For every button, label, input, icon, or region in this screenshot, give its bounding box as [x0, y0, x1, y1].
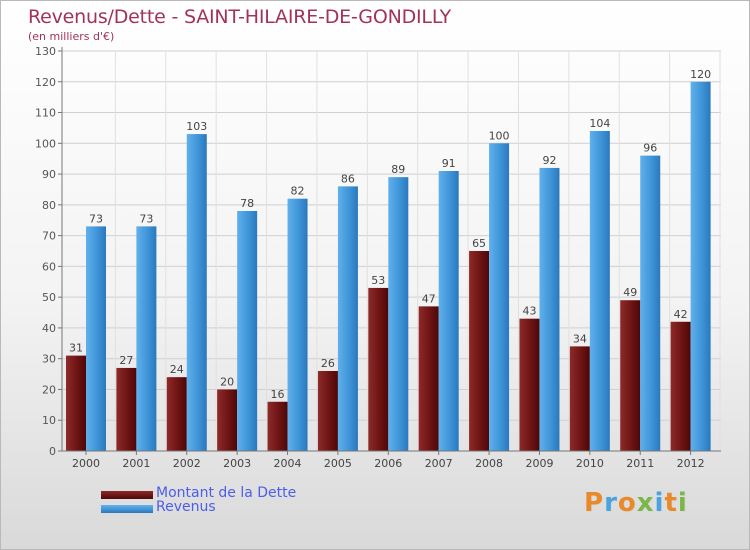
y-tick-label: 50 — [42, 291, 56, 304]
y-tick-label: 0 — [49, 445, 56, 458]
data-label-revenue: 96 — [643, 142, 657, 155]
bar-debt — [368, 287, 389, 451]
logo-letter: o — [617, 488, 637, 518]
data-label-debt: 27 — [119, 354, 133, 367]
data-label-revenue: 89 — [391, 163, 405, 176]
data-label-revenue: 78 — [240, 197, 254, 210]
y-tick-label: 100 — [35, 137, 56, 150]
data-label-debt: 43 — [522, 305, 536, 318]
data-label-revenue: 73 — [139, 212, 153, 225]
y-tick-label: 30 — [42, 353, 56, 366]
x-tick-label: 2008 — [475, 457, 503, 470]
bar-revenue — [388, 177, 409, 451]
x-tick-label: 2002 — [173, 457, 201, 470]
data-label-revenue: 120 — [690, 68, 711, 81]
x-tick-label: 2012 — [677, 457, 705, 470]
bar-debt — [569, 346, 590, 451]
bar-debt — [418, 306, 439, 451]
legend-swatch-debt — [101, 491, 153, 499]
legend-swatch-revenue — [101, 505, 153, 513]
bar-debt — [317, 371, 338, 451]
data-label-revenue: 82 — [291, 185, 305, 198]
y-tick-label: 130 — [35, 45, 56, 58]
x-tick-label: 2011 — [626, 457, 654, 470]
data-label-revenue: 91 — [442, 157, 456, 170]
bar-revenue — [589, 131, 610, 451]
bar-revenue — [136, 226, 157, 451]
logo-letter: P — [584, 488, 605, 518]
bar-revenue — [186, 134, 207, 452]
bar-revenue — [489, 143, 510, 452]
logo-letter: i — [654, 488, 665, 518]
data-label-revenue: 100 — [489, 129, 510, 142]
x-tick-label: 2010 — [576, 457, 604, 470]
y-tick-label: 40 — [42, 322, 56, 335]
y-tick-label: 110 — [35, 107, 56, 120]
data-label-revenue: 73 — [89, 212, 103, 225]
x-tick-label: 2005 — [324, 457, 352, 470]
legend-label-debt: Montant de la Dette — [156, 485, 297, 501]
logo-letter: i — [677, 488, 688, 518]
data-label-debt: 65 — [472, 237, 486, 250]
bar-debt — [469, 251, 490, 451]
x-tick-label: 2006 — [374, 457, 402, 470]
proxiti-logo: Proxiti — [584, 488, 688, 518]
y-tick-label: 20 — [42, 383, 56, 396]
bar-revenue — [690, 81, 711, 452]
x-tick-label: 2001 — [122, 457, 150, 470]
bar-debt — [519, 318, 540, 451]
data-label-debt: 42 — [674, 308, 688, 321]
y-tick-label: 70 — [42, 230, 56, 243]
bar-revenue — [337, 186, 358, 451]
legend-label-revenue: Revenus — [156, 499, 216, 515]
data-label-revenue: 92 — [542, 154, 556, 167]
data-label-debt: 24 — [170, 363, 184, 376]
data-label-debt: 16 — [271, 388, 285, 401]
x-tick-label: 2000 — [72, 457, 100, 470]
x-tick-label: 2007 — [425, 457, 453, 470]
y-tick-label: 120 — [35, 76, 56, 89]
bar-debt — [66, 355, 86, 451]
data-label-debt: 26 — [321, 357, 335, 370]
data-label-debt: 20 — [220, 375, 234, 388]
bar-revenue — [86, 226, 106, 451]
data-label-debt: 31 — [69, 342, 83, 355]
bar-debt — [116, 367, 137, 451]
y-tick-label: 80 — [42, 199, 56, 212]
data-label-debt: 49 — [623, 286, 637, 299]
y-tick-label: 10 — [42, 414, 56, 427]
data-label-revenue: 104 — [589, 117, 610, 130]
bar-debt — [267, 401, 288, 451]
bar-debt — [217, 389, 238, 451]
bar-revenue — [438, 171, 459, 451]
data-label-debt: 47 — [422, 292, 436, 305]
x-tick-label: 2003 — [223, 457, 251, 470]
y-tick-label: 90 — [42, 168, 56, 181]
data-label-debt: 53 — [371, 274, 385, 287]
data-label-revenue: 103 — [186, 120, 207, 133]
bar-debt — [670, 321, 691, 451]
data-label-revenue: 86 — [341, 172, 355, 185]
chart-title: Revenus/Dette - SAINT-HILAIRE-DE-GONDILL… — [28, 6, 452, 28]
bar-debt — [166, 377, 187, 451]
bar-debt — [620, 300, 641, 451]
data-label-debt: 34 — [573, 332, 587, 345]
bar-revenue — [539, 167, 560, 451]
logo-letter: x — [636, 488, 655, 518]
chart-subtitle: (en milliers d'€) — [28, 30, 115, 43]
bar-revenue — [287, 198, 308, 451]
y-tick-label: 60 — [42, 260, 56, 273]
x-tick-label: 2004 — [274, 457, 302, 470]
bar-revenue — [640, 155, 661, 451]
logo-letter: t — [664, 488, 678, 518]
bar-revenue — [237, 211, 258, 451]
logo-letter: r — [604, 488, 618, 518]
x-tick-label: 2009 — [525, 457, 553, 470]
